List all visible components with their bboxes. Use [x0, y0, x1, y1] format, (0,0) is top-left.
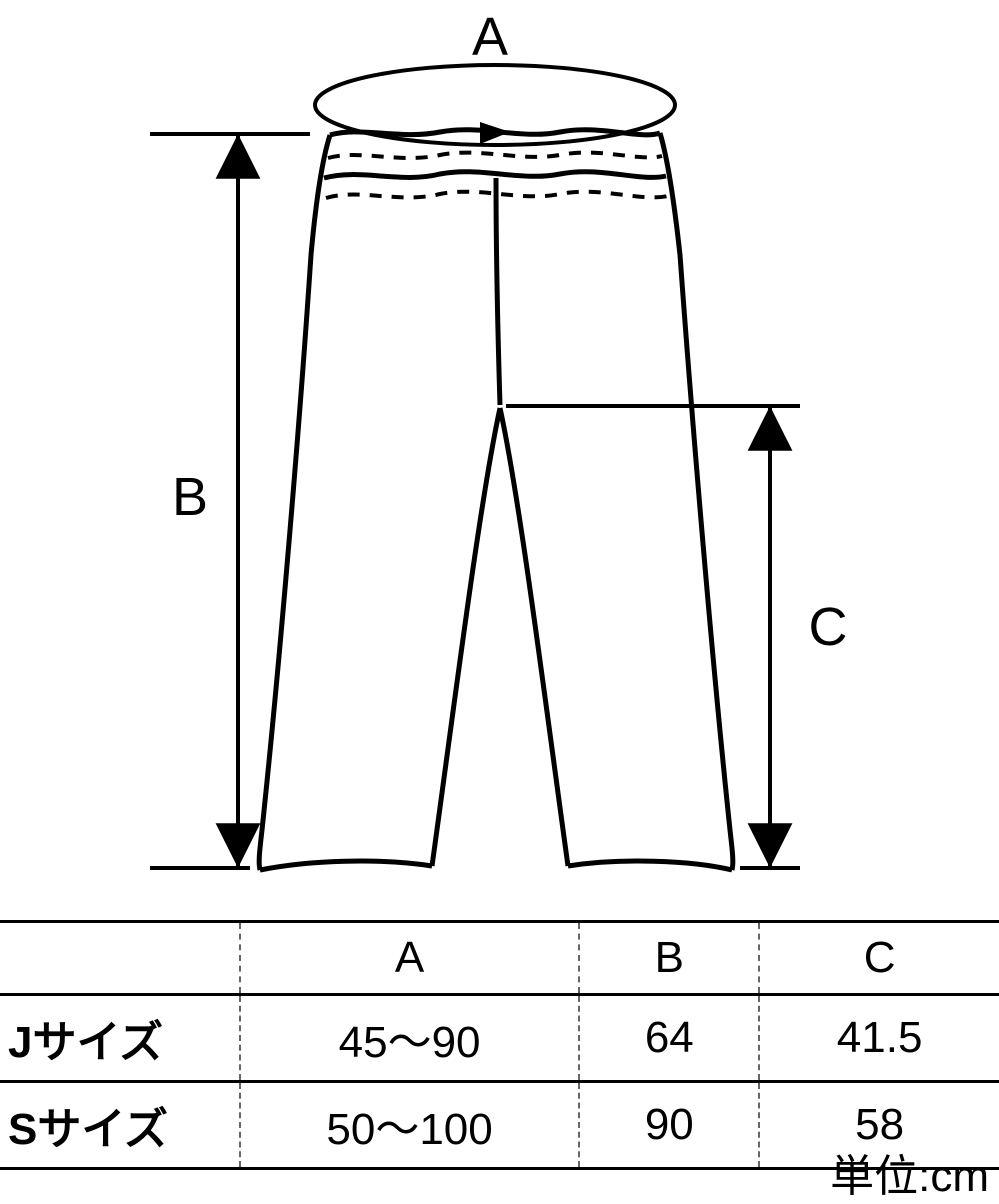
- unit-label: 単位:cm: [830, 1140, 989, 1204]
- table-row: Jサイズ 45〜90 64 41.5: [0, 995, 999, 1082]
- header-C: C: [759, 922, 999, 995]
- label-A: A: [472, 7, 508, 67]
- header-B: B: [579, 922, 759, 995]
- cell-A: 50〜100: [240, 1082, 580, 1169]
- cell-B: 64: [579, 995, 759, 1082]
- pants-outline: [259, 130, 733, 870]
- diagram-svg: A: [0, 0, 999, 920]
- row-label: Sサイズ: [0, 1082, 240, 1169]
- label-B: B: [172, 467, 208, 527]
- cell-B: 90: [579, 1082, 759, 1169]
- label-C: C: [809, 597, 848, 657]
- header-blank: [0, 922, 240, 995]
- size-table-container: A B C Jサイズ 45〜90 64 41.5 Sサイズ 50〜100 90 …: [0, 920, 999, 1170]
- row-label: Jサイズ: [0, 995, 240, 1082]
- size-table: A B C Jサイズ 45〜90 64 41.5 Sサイズ 50〜100 90 …: [0, 920, 999, 1170]
- cell-A: 45〜90: [240, 995, 580, 1082]
- table-header-row: A B C: [0, 922, 999, 995]
- cell-C: 41.5: [759, 995, 999, 1082]
- header-A: A: [240, 922, 580, 995]
- dimension-C: [506, 406, 800, 868]
- pants-dimension-diagram: A: [0, 0, 999, 920]
